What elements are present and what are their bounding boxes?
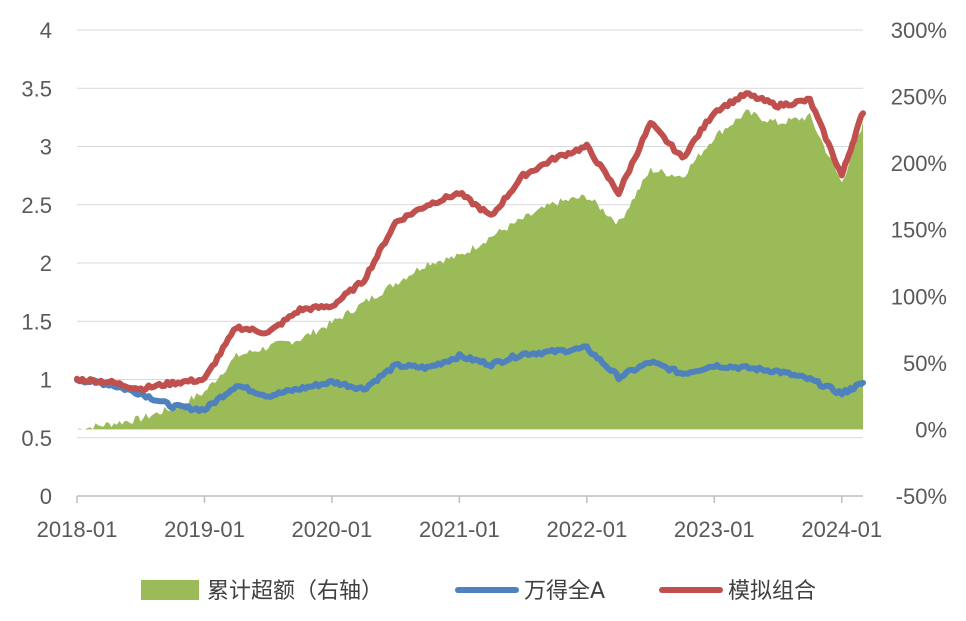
- legend-label: 万得全A: [524, 579, 605, 604]
- y-left-tick-label: 2: [40, 251, 52, 276]
- y-left-tick-label: 2.5: [21, 193, 52, 218]
- x-tick-label: 2018-01: [37, 517, 118, 542]
- x-tick-label: 2023-01: [674, 517, 755, 542]
- x-tick-label: 2022-01: [546, 517, 627, 542]
- legend-item: 万得全A: [455, 579, 605, 604]
- y-right-tick-label: 200%: [891, 151, 947, 176]
- y-left-tick-label: 3: [40, 135, 52, 160]
- legend-label: 累计超额（右轴）: [207, 579, 383, 604]
- y-left-tick-label: 0: [40, 484, 52, 509]
- y-right-tick-label: 300%: [891, 18, 947, 43]
- x-tick-label: 2019-01: [164, 517, 245, 542]
- x-tick-label: 2020-01: [292, 517, 373, 542]
- series-line-2: [74, 90, 866, 394]
- legend: 累计超额（右轴） 万得全A 模拟组合: [141, 579, 816, 604]
- axes: 2018-01 2019-01 2020-01 2021-01 2022-01 2023-…: [21, 18, 947, 542]
- x-tick-label: 2021-01: [419, 517, 500, 542]
- y-left-tick-label: 1.5: [21, 309, 52, 334]
- y-left-tick-label: 4: [40, 18, 52, 43]
- y-left-tick-label: 0.5: [21, 426, 52, 451]
- legend-item: 模拟组合: [659, 579, 816, 604]
- series-line-1: [74, 343, 866, 414]
- x-tick-label: 2024-01: [801, 517, 882, 542]
- y-right-tick-label: 100%: [891, 284, 947, 309]
- y-right-tick-label: 250%: [891, 85, 947, 110]
- legend-item: 累计超额（右轴）: [141, 579, 383, 604]
- y-right-tick-label: 150%: [891, 218, 947, 243]
- y-left-tick-label: 1: [40, 368, 52, 393]
- y-right-tick-label: -50%: [896, 484, 947, 509]
- y-right-tick-label: 0%: [915, 417, 947, 442]
- y-left-tick-label: 3.5: [21, 76, 52, 101]
- y-right-tick-label: 50%: [903, 351, 947, 376]
- line-series: [74, 90, 866, 414]
- legend-label: 模拟组合: [728, 579, 816, 604]
- legend-swatch-area: [141, 580, 199, 600]
- series-area-0: [77, 109, 863, 430]
- excess-area-series: [77, 109, 863, 430]
